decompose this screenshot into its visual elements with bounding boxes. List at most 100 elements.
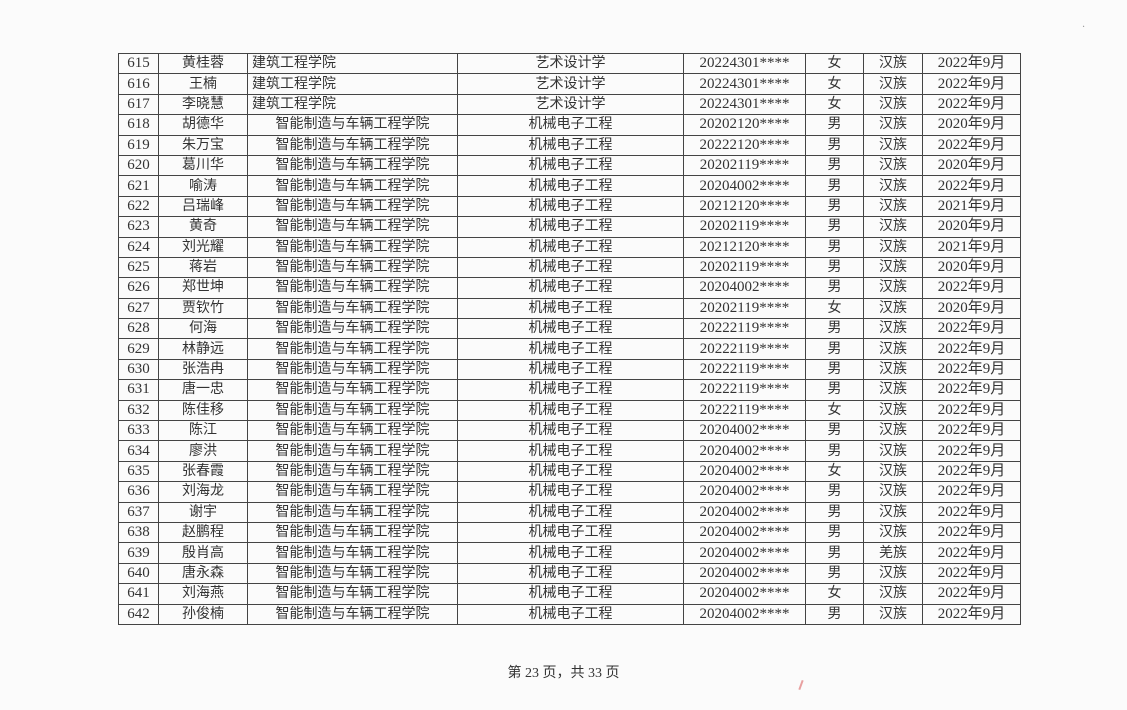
major-cell: 机械电子工程 [457, 440, 684, 462]
ethnicity-cell: 汉族 [863, 93, 923, 116]
enrollment-date-cell: 2021年9月 [922, 195, 1021, 218]
student-name-cell: 张春霞 [158, 460, 248, 483]
student-name-cell: 喻涛 [158, 175, 248, 197]
row-number-cell: 639 [118, 542, 159, 564]
college-cell: 智能制造与车辆工程学院 [247, 134, 458, 156]
ethnicity-cell: 汉族 [863, 216, 923, 238]
major-cell: 机械电子工程 [457, 175, 684, 197]
student-id-cell: 20202119**** [683, 216, 806, 238]
row-number-cell: 625 [118, 256, 159, 279]
gender-cell: 男 [805, 236, 864, 258]
enrollment-date-cell: 2020年9月 [922, 154, 1021, 177]
table-row: 626 郑世坤 智能制造与车辆工程学院 机械电子工程 20204002**** 男汉族 20… [118, 277, 1021, 299]
gender-cell: 男 [805, 256, 864, 279]
college-cell: 智能制造与车辆工程学院 [247, 216, 458, 238]
enrollment-date-cell: 2022年9月 [922, 460, 1021, 483]
college-cell: 智能制造与车辆工程学院 [247, 379, 458, 401]
table-row: 630 张浩冉 智能制造与车辆工程学院 机械电子工程 20222119**** 男汉族 20… [118, 358, 1021, 381]
row-number-cell: 631 [118, 379, 159, 401]
major-cell: 机械电子工程 [457, 460, 684, 483]
gender-cell: 男 [805, 216, 864, 238]
gender-cell: 男 [805, 379, 864, 401]
student-id-cell: 20224301**** [683, 73, 806, 95]
table-row: 641 刘海燕 智能制造与车辆工程学院 机械电子工程 20204002**** 女汉族 20… [118, 583, 1021, 605]
ethnicity-cell: 汉族 [863, 460, 923, 483]
ethnicity-cell: 汉族 [863, 603, 923, 625]
student-id-cell: 20212120**** [683, 195, 806, 218]
enrollment-date-cell: 2022年9月 [922, 562, 1021, 585]
gender-cell: 男 [805, 175, 864, 197]
table-row: 629 林静远 智能制造与车辆工程学院 机械电子工程 20222119**** 男汉族 20… [118, 338, 1021, 360]
student-name-cell: 唐永森 [158, 562, 248, 585]
student-id-cell: 20204002**** [683, 420, 806, 442]
ethnicity-cell: 汉族 [863, 521, 923, 544]
table-row: 621 喻涛 智能制造与车辆工程学院 机械电子工程 20204002**** 男汉族 202… [118, 175, 1021, 197]
enrollment-date-cell: 2020年9月 [922, 297, 1021, 320]
table-row: 627 贾钦竹 智能制造与车辆工程学院 机械电子工程 20202119**** 女汉族 20… [118, 297, 1021, 320]
row-number-cell: 624 [118, 236, 159, 258]
college-cell: 智能制造与车辆工程学院 [247, 440, 458, 462]
row-number-cell: 641 [118, 583, 159, 605]
student-name-cell: 殷肖高 [158, 542, 248, 564]
row-number-cell: 617 [118, 93, 159, 116]
college-cell: 智能制造与车辆工程学院 [247, 318, 458, 340]
enrollment-date-cell: 2022年9月 [922, 277, 1021, 299]
gender-cell: 女 [805, 52, 864, 75]
student-name-cell: 陈佳移 [158, 399, 248, 422]
college-cell: 智能制造与车辆工程学院 [247, 501, 458, 523]
ethnicity-cell: 汉族 [863, 195, 923, 218]
major-cell: 机械电子工程 [457, 256, 684, 279]
row-number-cell: 621 [118, 175, 159, 197]
enrollment-date-cell: 2020年9月 [922, 216, 1021, 238]
ethnicity-cell: 汉族 [863, 52, 923, 75]
table-row: 634 廖洪 智能制造与车辆工程学院 机械电子工程 20204002**** 男汉族 202… [118, 440, 1021, 462]
gender-cell: 男 [805, 277, 864, 299]
table-row: 639 殷肖高 智能制造与车辆工程学院 机械电子工程 20204002**** 男羌族 20… [118, 542, 1021, 564]
college-cell: 智能制造与车辆工程学院 [247, 195, 458, 218]
row-number-cell: 630 [118, 358, 159, 381]
student-name-cell: 刘海龙 [158, 481, 248, 503]
corner-mark: · [1082, 22, 1086, 33]
major-cell: 艺术设计学 [457, 73, 684, 95]
row-number-cell: 640 [118, 562, 159, 585]
college-cell: 智能制造与车辆工程学院 [247, 338, 458, 360]
row-number-cell: 634 [118, 440, 159, 462]
student-id-cell: 20222119**** [683, 399, 806, 422]
gender-cell: 女 [805, 399, 864, 422]
row-number-cell: 615 [118, 52, 159, 75]
gender-cell: 女 [805, 460, 864, 483]
ethnicity-cell: 汉族 [863, 256, 923, 279]
ethnicity-cell: 汉族 [863, 583, 923, 605]
page-number: 第 23 页，共 33 页 [507, 666, 620, 681]
student-id-cell: 20204002**** [683, 277, 806, 299]
student-id-cell: 20204002**** [683, 603, 806, 625]
gender-cell: 女 [805, 73, 864, 95]
student-name-cell: 赵鹏程 [158, 521, 248, 544]
major-cell: 机械电子工程 [457, 236, 684, 258]
table-row: 615 黄桂蓉 建筑工程学院 艺术设计学 20224301**** 女汉族 2022年9月 [118, 52, 1021, 75]
student-name-cell: 葛川华 [158, 154, 248, 177]
gender-cell: 男 [805, 338, 864, 360]
major-cell: 机械电子工程 [457, 481, 684, 503]
student-name-cell: 孙俊楠 [158, 603, 248, 625]
college-cell: 智能制造与车辆工程学院 [247, 114, 458, 136]
student-name-cell: 张浩冉 [158, 358, 248, 381]
major-cell: 机械电子工程 [457, 195, 684, 218]
student-id-cell: 20202119**** [683, 256, 806, 279]
table-row: 632 陈佳移 智能制造与车辆工程学院 机械电子工程 20222119**** 女汉族 20… [118, 399, 1021, 422]
college-cell: 建筑工程学院 [247, 93, 458, 116]
ethnicity-cell: 汉族 [863, 134, 923, 156]
student-table: 615 黄桂蓉 建筑工程学院 艺术设计学 20224301**** 女汉族 2022年9月 6… [118, 52, 1021, 625]
ethnicity-cell: 汉族 [863, 277, 923, 299]
student-id-cell: 20224301**** [683, 52, 806, 75]
student-name-cell: 贾钦竹 [158, 297, 248, 320]
enrollment-date-cell: 2020年9月 [922, 114, 1021, 136]
college-cell: 智能制造与车辆工程学院 [247, 481, 458, 503]
student-id-cell: 20204002**** [683, 481, 806, 503]
major-cell: 机械电子工程 [457, 358, 684, 381]
table-row: 623 黄奇 智能制造与车辆工程学院 机械电子工程 20202119**** 男汉族 202… [118, 216, 1021, 238]
ethnicity-cell: 汉族 [863, 379, 923, 401]
college-cell: 智能制造与车辆工程学院 [247, 562, 458, 585]
college-cell: 智能制造与车辆工程学院 [247, 399, 458, 422]
gender-cell: 女 [805, 297, 864, 320]
